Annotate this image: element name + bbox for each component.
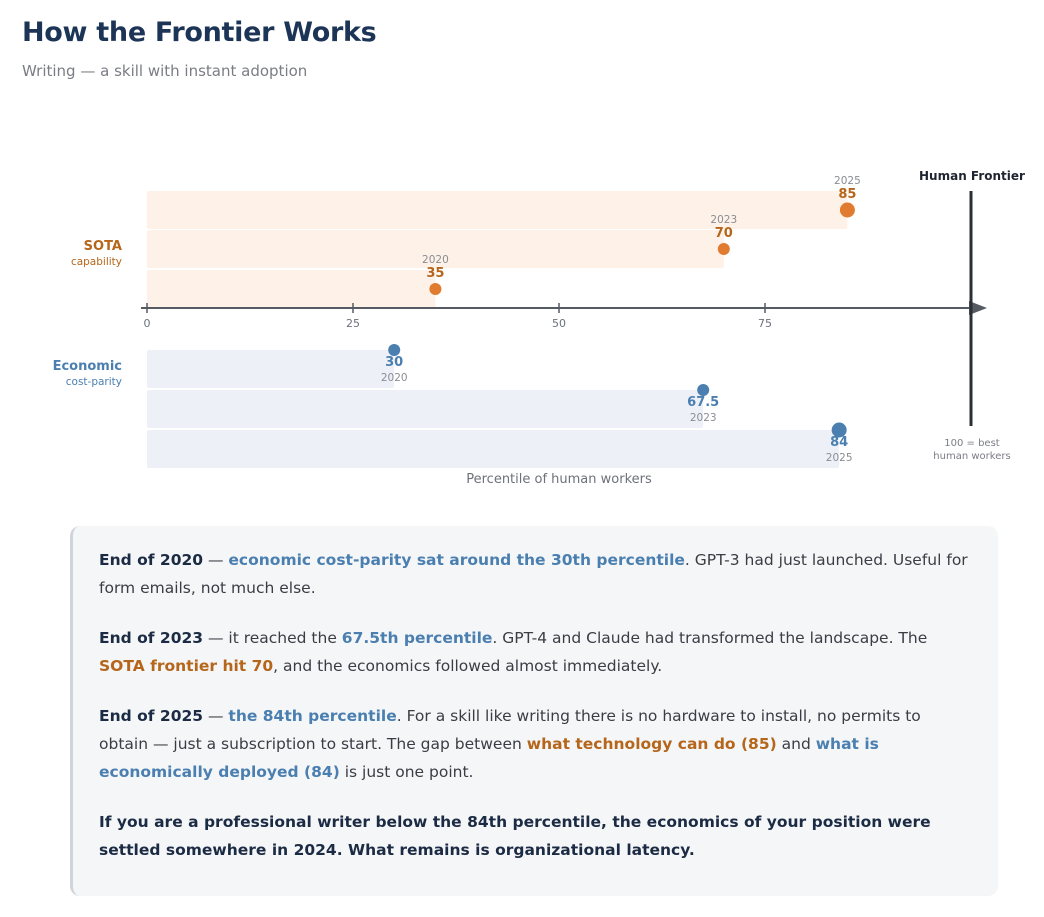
- sota-point-value-2025: 85: [838, 187, 856, 202]
- sota-point-2020: [429, 283, 442, 295]
- sota-point-year-2020: 2020: [422, 254, 449, 266]
- note-2023-text-3: , and the economics followed almost imme…: [273, 657, 663, 675]
- x-tick-label-50: 50: [552, 317, 566, 330]
- note-2023-text-2: . GPT-4 and Claude had transformed the l…: [492, 629, 928, 647]
- sota-point-2025: [839, 202, 855, 218]
- commentary-box: End of 2020 — economic cost-parity sat a…: [70, 526, 998, 896]
- x-tick-label-0: 0: [144, 317, 151, 330]
- note-2025-text-1: . For a skill like writing there is no h…: [99, 707, 921, 753]
- economic-point-year-2023: 2023: [690, 412, 717, 424]
- sota-point-year-2025: 2025: [834, 175, 861, 187]
- note-2025: End of 2025 — the 84th percentile. For a…: [99, 702, 972, 786]
- sota-band-2023: [147, 230, 724, 268]
- note-2025-text-2: and: [776, 735, 816, 753]
- note-conclusion: If you are a professional writer below t…: [99, 813, 931, 859]
- note-2023-text-1: — it reached the: [203, 629, 342, 647]
- economic-point-2025: [831, 422, 847, 438]
- sota-point-value-2023: 70: [715, 226, 733, 241]
- economic-band-2023: [147, 390, 704, 428]
- economic-band-2020: [147, 350, 395, 388]
- economic-point-value-2023: 67.5: [687, 395, 719, 410]
- human-frontier-note-line-1: 100 = best: [944, 438, 1000, 449]
- frontier-chart: 0 25 50 75 Human Frontier 100 = best human wor…: [53, 169, 1025, 487]
- economic-point-year-2025: 2025: [826, 452, 853, 464]
- human-frontier-note-line-2: human workers: [933, 451, 1010, 462]
- note-2025-sep: —: [203, 707, 229, 725]
- economic-band-2025: [147, 430, 840, 468]
- x-tick-label-75: 75: [758, 317, 772, 330]
- sota-series-label: SOTA: [84, 239, 122, 254]
- page-title: How the Frontier Works: [22, 17, 377, 48]
- sota-point-year-2023: 2023: [710, 214, 737, 226]
- note-2023-lead: End of 2023: [99, 629, 204, 647]
- economic-point-year-2020: 2020: [381, 372, 408, 384]
- sota-series-sublabel: capability: [71, 256, 122, 268]
- economic-series-sublabel: cost-parity: [66, 376, 122, 388]
- page-subtitle: Writing — a skill with instant adoption: [22, 62, 308, 80]
- economic-point-value-2020: 30: [385, 355, 403, 370]
- x-tick-label-25: 25: [346, 317, 360, 330]
- note-2025-lead: End of 2025: [99, 707, 204, 725]
- economic-series-label: Economic: [53, 359, 122, 374]
- economic-point-2023: [697, 384, 710, 396]
- human-frontier-label: Human Frontier: [919, 169, 1025, 183]
- note-2025-highlight-technology: what technology can do (85): [526, 735, 777, 753]
- economic-point-2020: [388, 344, 401, 356]
- note-2023: End of 2023 — it reached the 67.5th perc…: [99, 624, 972, 680]
- note-2023-highlight-sota: SOTA frontier hit 70: [99, 657, 274, 675]
- sota-band-2025: [147, 191, 848, 229]
- x-axis-arrow: [969, 301, 987, 315]
- economic-point-value-2025: 84: [830, 435, 848, 450]
- note-2020: End of 2020 — economic cost-parity sat a…: [99, 546, 972, 602]
- sota-point-2023: [717, 243, 730, 255]
- note-2025-highlight-deployed: what is economically deployed (84): [99, 735, 879, 781]
- note-2020-highlight: economic cost-parity sat around the 30th…: [228, 551, 685, 569]
- note-2023-highlight-economic: 67.5th percentile: [341, 629, 493, 647]
- note-2025-highlight-percentile: the 84th percentile: [228, 707, 397, 725]
- note-2020-sep: —: [203, 551, 229, 569]
- x-axis-title: Percentile of human workers: [466, 472, 652, 487]
- note-2025-text-3: is just one point.: [339, 763, 474, 781]
- sota-band-2020: [147, 270, 436, 308]
- note-2020-lead: End of 2020: [99, 551, 204, 569]
- sota-point-value-2020: 35: [426, 266, 444, 281]
- note-2020-text: . GPT-3 had just launched. Useful for fo…: [99, 551, 968, 597]
